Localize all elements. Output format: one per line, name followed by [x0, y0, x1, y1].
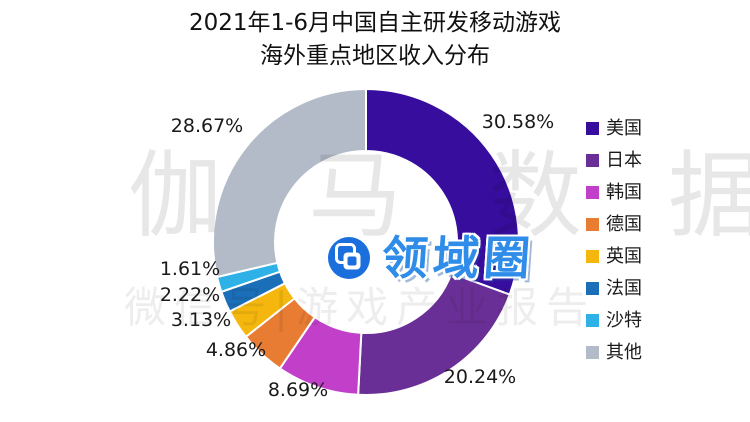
- slice-label-2: 8.69%: [268, 379, 328, 401]
- slice-label-5: 2.22%: [160, 284, 220, 306]
- slice-label-6: 1.61%: [160, 258, 220, 280]
- legend-item-2: 韩国: [586, 183, 642, 202]
- legend-label-1: 日本: [606, 150, 642, 171]
- legend-swatch-4: [586, 250, 599, 263]
- legend-label-2: 韩国: [606, 182, 642, 203]
- donut-slices: [212, 87, 520, 396]
- chart-title-line2: 海外重点地区收入分布: [260, 43, 490, 69]
- slice-label-4: 3.13%: [171, 309, 231, 331]
- slice-label-0: 30.58%: [482, 111, 554, 133]
- legend-item-6: 沙特: [586, 311, 642, 330]
- donut-slice-labels: 30.58% 20.24% 8.69%4.86% 3.13% 2.22% 1.61% 28.…: [160, 111, 554, 401]
- legend-label-3: 德国: [606, 214, 642, 235]
- slice-label-7: 28.67%: [171, 115, 243, 137]
- legend-swatch-2: [586, 186, 599, 199]
- chart-title: 2021年1-6月中国自主研发移动游戏 海外重点地区收入分布: [0, 7, 750, 73]
- legend-item-1: 日本: [586, 151, 642, 170]
- chart-title-line1: 2021年1-6月中国自主研发移动游戏: [188, 10, 562, 36]
- legend-swatch-5: [586, 282, 599, 295]
- legend-swatch-1: [586, 154, 599, 167]
- donut-slice-7: [212, 87, 367, 279]
- legend-item-0: 美国: [586, 119, 642, 138]
- legend-item-3: 德国: [586, 215, 642, 234]
- legend-label-4: 英国: [606, 246, 642, 267]
- legend-swatch-6: [586, 314, 599, 327]
- legend-item-5: 法国: [586, 279, 642, 298]
- legend-label-6: 沙特: [606, 310, 642, 331]
- legend-label-7: 其他: [606, 342, 642, 363]
- legend-item-4: 英国: [586, 247, 642, 266]
- donut-slice-0: [365, 87, 520, 296]
- chart-legend: 美国日本韩国德国英国法国沙特其他: [586, 119, 642, 362]
- slice-label-3: 4.86%: [206, 339, 266, 361]
- slice-label-1: 20.24%: [444, 366, 516, 388]
- legend-swatch-0: [586, 122, 599, 135]
- legend-label-5: 法国: [606, 278, 642, 299]
- legend-item-7: 其他: [586, 343, 642, 362]
- legend-label-0: 美国: [606, 118, 642, 139]
- legend-swatch-3: [586, 218, 599, 231]
- legend-swatch-7: [586, 346, 599, 359]
